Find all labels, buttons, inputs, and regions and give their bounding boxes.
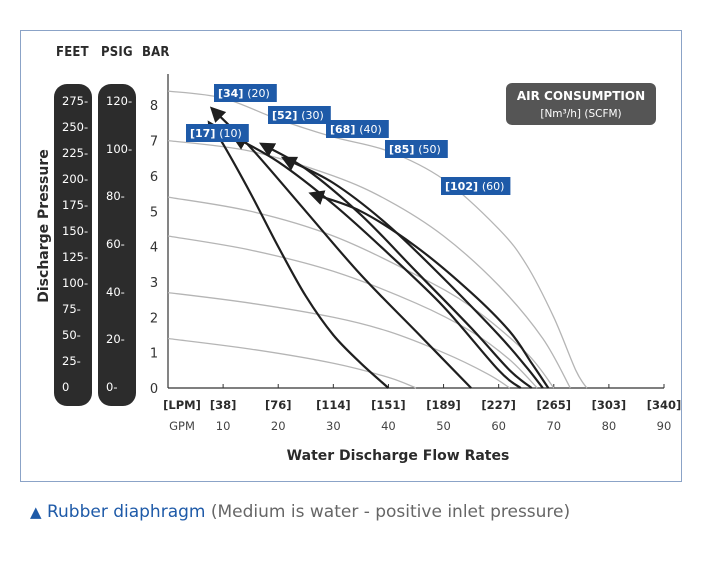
- air-consumption-curve: [308, 190, 550, 389]
- curve-label-box: [268, 106, 331, 124]
- scale-tick-label: 250-: [62, 120, 89, 134]
- curve-label-text: [34] (20): [218, 87, 270, 100]
- curve-label-box: [214, 84, 277, 102]
- gpm-tick-label: 80: [602, 419, 617, 433]
- scale-tick-label: 275-: [62, 94, 89, 108]
- bar-tick-label: 4: [150, 241, 158, 256]
- curve-label-box: [441, 177, 511, 195]
- scale-tick-label: 120-: [106, 94, 133, 108]
- feet-scale-pill: [54, 84, 92, 406]
- scale-tick-label: 125-: [62, 250, 89, 264]
- gpm-tick-label: 60: [491, 419, 506, 433]
- bar-tick-label: 3: [150, 276, 158, 291]
- legend-title: AIR CONSUMPTION: [517, 89, 645, 103]
- air-consumption-curve: [207, 120, 390, 389]
- limit-curve: [167, 139, 571, 389]
- scale-tick-label: 50-: [62, 328, 81, 342]
- gpm-tick-label: 40: [381, 419, 396, 433]
- scale-tick-label: 100-: [62, 276, 89, 290]
- lpm-tick-label: [227]: [481, 398, 516, 412]
- air-consumption-curve: [231, 135, 522, 389]
- caption-main: Rubber diaphragm: [46, 502, 206, 522]
- limit-curve: [167, 291, 511, 389]
- scale-tick-label: 0: [62, 380, 70, 394]
- x-axis-title: Water Discharge Flow Rates: [287, 448, 510, 464]
- bar-tick-label: 7: [150, 135, 158, 150]
- lpm-tick-label: [340]: [647, 398, 682, 412]
- lpm-tick-label: [114]: [316, 398, 351, 412]
- bar-tick-label: 2: [150, 311, 158, 326]
- psig-header: PSIG: [101, 45, 133, 60]
- curve-label-box: [326, 120, 389, 138]
- caption-note: (Medium is water - positive inlet pressu…: [205, 502, 571, 522]
- gpm-tick-label: 30: [326, 419, 341, 433]
- scale-tick-label: 40-: [106, 284, 125, 299]
- scale-tick-label: 100-: [106, 141, 133, 156]
- bar-tick-label: 0: [150, 382, 158, 397]
- scale-tick-label: 175-: [62, 198, 89, 212]
- curve-label-text: [85] (50): [389, 143, 441, 156]
- gpm-tick-label: 50: [436, 419, 451, 433]
- air-consumption-curve: [280, 156, 544, 389]
- bar-tick-label: 5: [150, 205, 158, 220]
- lpm-tick-label: [265]: [537, 398, 572, 412]
- curve-label-text: [68] (40): [330, 123, 382, 136]
- scale-tick-label: 225-: [62, 146, 89, 160]
- scale-tick-label: 25-: [62, 354, 81, 368]
- curve-label-text: [17] (10): [190, 127, 242, 140]
- scale-tick-label: 80-: [106, 189, 125, 204]
- gpm-tick-label: 70: [546, 419, 561, 433]
- bar-tick-label: 1: [150, 347, 158, 362]
- lpm-tick-label: [151]: [371, 398, 406, 412]
- caption: ▲ Rubber diaphragm (Medium is water - po…: [30, 502, 570, 522]
- lpm-tick-label: [38]: [210, 398, 237, 412]
- psig-scale-pill: [98, 84, 136, 406]
- curve-label-box: [186, 124, 249, 142]
- curve-label-text: [52] (30): [272, 109, 324, 122]
- bar-header: BAR: [142, 45, 170, 60]
- lpm-tick-label: [76]: [265, 398, 292, 412]
- legend-subtitle: [Nm³/h] (SCFM): [540, 108, 621, 120]
- feet-header: FEET: [56, 45, 89, 60]
- air-consumption-legend-box: [506, 83, 656, 125]
- scale-tick-label: 200-: [62, 172, 89, 186]
- lpm-tick-label: [303]: [592, 398, 627, 412]
- scale-tick-label: 60-: [106, 237, 125, 251]
- lpm-tick-label: [189]: [426, 398, 461, 412]
- gpm-tick-label: GPM: [169, 419, 195, 433]
- triangle-icon: ▲: [30, 503, 42, 521]
- bar-tick-label: 8: [150, 99, 158, 114]
- gpm-tick-label: 90: [657, 419, 672, 433]
- scale-tick-label: 75-: [62, 302, 81, 316]
- curve-label-text: [102] (60): [445, 180, 504, 193]
- bar-tick-label: 6: [150, 170, 158, 185]
- limit-curve: [167, 235, 538, 389]
- gpm-tick-label: 10: [216, 419, 231, 433]
- gpm-tick-label: 20: [271, 419, 286, 433]
- lpm-tick-label: [LPM]: [163, 398, 201, 412]
- air-consumption-curve: [209, 106, 472, 389]
- curve-label-box: [385, 140, 448, 158]
- limit-curve: [167, 337, 417, 389]
- scale-tick-label: 150-: [62, 224, 89, 238]
- scale-tick-label: 0-: [106, 380, 118, 394]
- scale-tick-label: 20-: [106, 332, 125, 347]
